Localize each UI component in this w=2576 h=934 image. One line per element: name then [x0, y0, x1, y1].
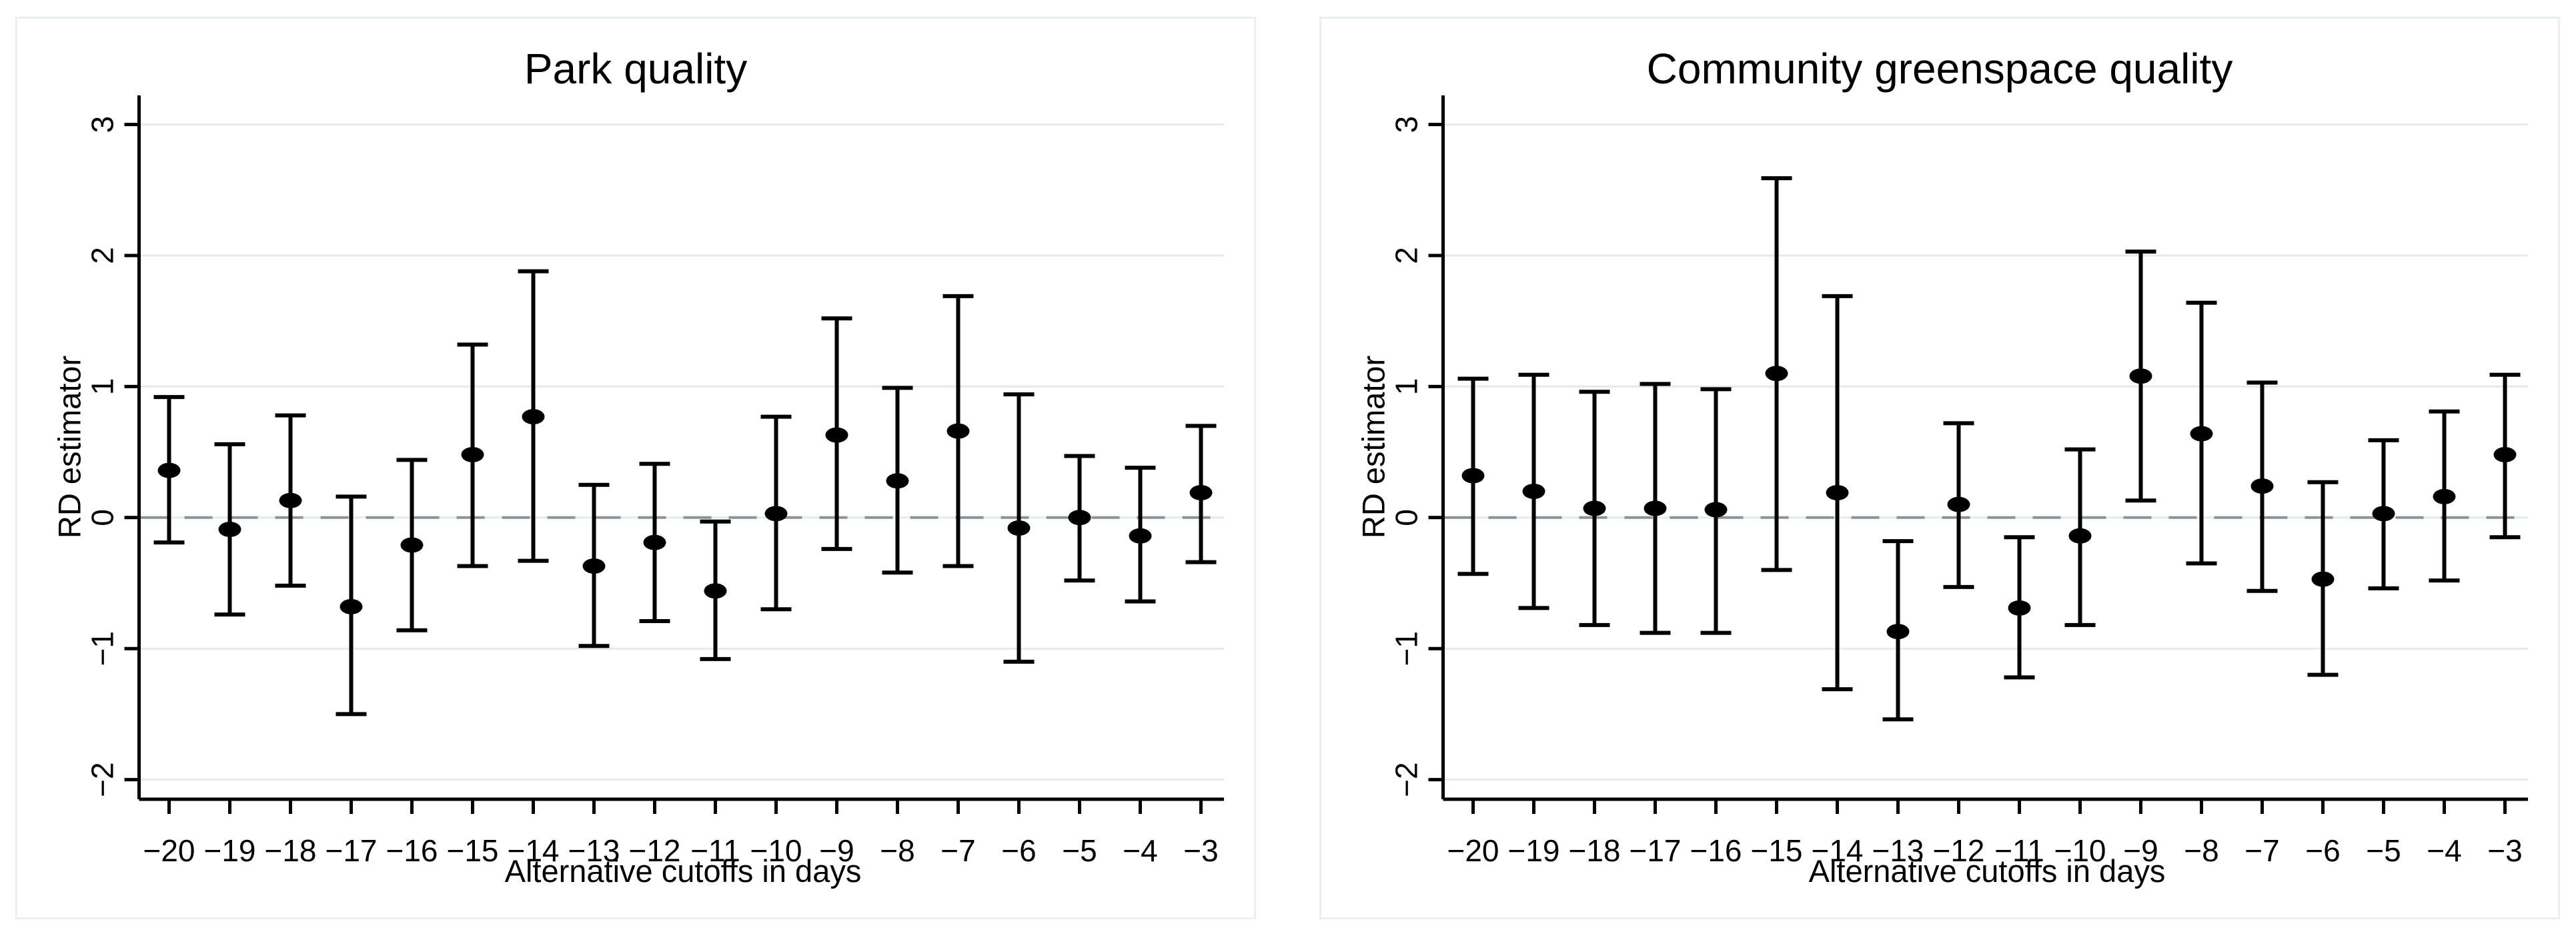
point-marker [704, 583, 727, 599]
point-marker [2493, 447, 2517, 463]
x-tick-label: −11 [690, 833, 740, 868]
x-tick-label: −8 [880, 833, 914, 868]
y-tick-label: −1 [85, 631, 120, 666]
point-marker [1765, 366, 1788, 382]
point-marker [340, 598, 363, 614]
x-tick-label: −9 [2123, 833, 2158, 868]
y-tick-label: 0 [1389, 509, 1424, 526]
point-marker [2372, 506, 2395, 522]
y-tick-label: −1 [1389, 631, 1424, 666]
x-tick-label: −19 [1507, 833, 1559, 868]
point-marker [886, 473, 909, 489]
point-marker [764, 506, 788, 522]
x-tick-label: −18 [264, 833, 316, 868]
x-tick-label: −20 [1447, 833, 1499, 868]
x-tick-label: −17 [325, 833, 377, 868]
point-marker [1947, 496, 1970, 512]
x-tick-label: −7 [2244, 833, 2279, 868]
x-tick-label: −13 [568, 833, 620, 868]
point-marker [461, 447, 484, 463]
point-marker [1826, 484, 1849, 500]
y-tick-label: 3 [85, 116, 120, 133]
point-marker [1007, 520, 1031, 536]
x-tick-label: −4 [2427, 833, 2461, 868]
chart-canvas-park-quality: 3 2 1 0 −1 −2 −20 −19 −18 −17 −16 −15 −14 −13 −12 −11 −1… [85, 95, 1224, 868]
point-marker [279, 492, 302, 508]
x-tick-label: −16 [1690, 833, 1742, 868]
panel-community-greenspace-quality: Community greenspace quality RD estimato… [1319, 17, 2560, 919]
x-tick-label: −18 [1568, 833, 1620, 868]
x-axis-label: Alternative cutoffs in days [1808, 853, 2166, 889]
point-marker [2250, 478, 2274, 494]
x-tick-label: −20 [143, 833, 195, 868]
point-marker [1189, 484, 1213, 500]
x-tick-label: −9 [819, 833, 854, 868]
x-tick-label: −14 [1811, 833, 1863, 868]
chart-title-community-greenspace-quality: Community greenspace quality [1646, 45, 2233, 93]
x-tick-label: −5 [1062, 833, 1097, 868]
point-marker [2190, 426, 2213, 442]
x-tick-label: −14 [507, 833, 559, 868]
x-tick-label: −12 [628, 833, 680, 868]
x-tick-label: −6 [2305, 833, 2340, 868]
x-tick-label: −3 [2487, 833, 2522, 868]
y-tick-label: 1 [1389, 378, 1424, 396]
point-marker [1068, 510, 1091, 526]
point-marker [400, 537, 424, 553]
x-tick-label: −10 [2054, 833, 2106, 868]
x-tick-label: −7 [940, 833, 975, 868]
point-marker [946, 423, 970, 439]
point-marker [582, 558, 606, 574]
y-tick-label: 0 [85, 509, 120, 526]
point-marker [1886, 624, 1910, 640]
point-marker [825, 427, 848, 443]
x-tick-label: −10 [750, 833, 802, 868]
chart-title-park-quality: Park quality [524, 45, 748, 93]
point-marker [157, 462, 181, 478]
x-tick-label: −3 [1183, 833, 1218, 868]
x-tick-label: −15 [446, 833, 498, 868]
point-marker [643, 534, 666, 550]
x-tick-label: −17 [1629, 833, 1681, 868]
x-tick-label: −5 [2366, 833, 2401, 868]
point-marker [2008, 600, 2031, 616]
x-tick-label: −16 [386, 833, 438, 868]
point-marker [1461, 468, 1485, 484]
x-tick-label: −19 [203, 833, 255, 868]
point-marker [1644, 500, 1667, 516]
point-marker [1129, 528, 1152, 544]
point-marker [522, 409, 545, 425]
panel-park-quality: Park quality RD estimator 3 2 1 0 −1 −2 −20 −19… [15, 17, 1256, 919]
point-marker [2129, 368, 2152, 384]
x-tick-label: −15 [1750, 833, 1802, 868]
y-tick-label: 1 [85, 378, 120, 396]
point-marker [1583, 500, 1606, 516]
point-marker [2311, 571, 2335, 587]
point-marker [1704, 502, 1728, 518]
y-tick-label: 3 [1389, 116, 1424, 133]
x-tick-label: −13 [1872, 833, 1924, 868]
point-marker [218, 521, 241, 537]
y-tick-label: 2 [1389, 247, 1424, 264]
point-marker [2433, 488, 2456, 504]
x-tick-label: −4 [1123, 833, 1157, 868]
y-tick-label: −2 [1389, 762, 1424, 797]
y-tick-label: −2 [85, 762, 120, 797]
x-tick-label: −6 [1001, 833, 1036, 868]
y-tick-label: 2 [85, 247, 120, 264]
x-tick-label: −11 [1994, 833, 2044, 868]
x-tick-label: −8 [2184, 833, 2218, 868]
point-marker [2068, 528, 2092, 544]
point-marker [1522, 484, 1545, 500]
x-axis-label: Alternative cutoffs in days [504, 853, 862, 889]
x-tick-label: −12 [1932, 833, 1984, 868]
chart-canvas-community-greenspace-quality: 3 2 1 0 −1 −2 −20 −19 −18 −17 −16 −15 −14 −13 −12 −11 −1… [1389, 95, 2528, 868]
